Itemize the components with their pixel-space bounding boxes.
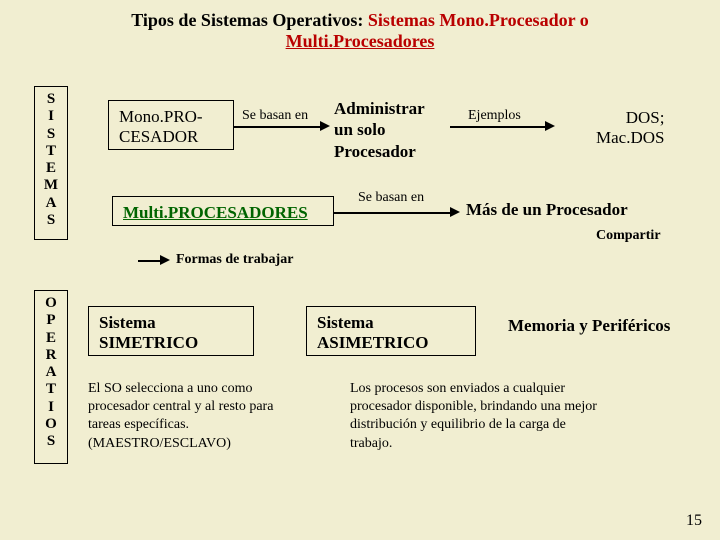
title-part3: Multi.Procesadores <box>286 31 435 51</box>
sistema-asimetrico-box: Sistema ASIMETRICO <box>306 306 476 356</box>
arrow-head-3 <box>450 207 460 217</box>
label-ejemplos: Ejemplos <box>468 108 521 124</box>
asimetrico-description: Los procesos son enviados a cualquier pr… <box>350 380 610 453</box>
arrow-admin-to-dos <box>450 126 547 128</box>
title-part1: Tipos de Sistemas Operativos: <box>131 10 368 30</box>
dos-text: DOS; Mac.DOS <box>596 108 664 148</box>
simetrico-description: El SO selecciona a uno como procesador c… <box>88 380 296 453</box>
label-se-basan-1: Se basan en <box>242 108 308 124</box>
arrow-multi-to-mas <box>334 212 452 214</box>
slide-title: Tipos de Sistemas Operativos: Sistemas M… <box>0 0 720 52</box>
sidebar-operatios-box: O P E R A T I O S <box>34 290 68 464</box>
arrow-head-4 <box>160 255 170 265</box>
arrow-mono-to-admin <box>234 126 322 128</box>
compartir-label: Compartir <box>596 228 661 244</box>
sistema-simetrico-box: Sistema SIMETRICO <box>88 306 254 356</box>
arrow-formas <box>138 260 162 262</box>
administrar-text: Administrar un solo Procesador <box>334 98 425 162</box>
multi-procesadores-box: Multi.PROCESADORES <box>112 196 334 226</box>
sidebar-sistemas-box: S I S T E M A S <box>34 86 68 240</box>
title-part2: Sistemas Mono.Procesador o <box>368 10 589 30</box>
mas-de-un-procesador-text: Más de un Procesador <box>466 200 628 220</box>
memoria-perifericos-text: Memoria y Periféricos <box>508 316 670 336</box>
mono-procesador-box: Mono.PRO- CESADOR <box>108 100 234 150</box>
arrow-head-2 <box>545 121 555 131</box>
arrow-head-1 <box>320 121 330 131</box>
formas-de-trabajar-label: Formas de trabajar <box>176 252 293 268</box>
label-se-basan-2: Se basan en <box>358 190 424 206</box>
page-number: 15 <box>686 512 702 530</box>
